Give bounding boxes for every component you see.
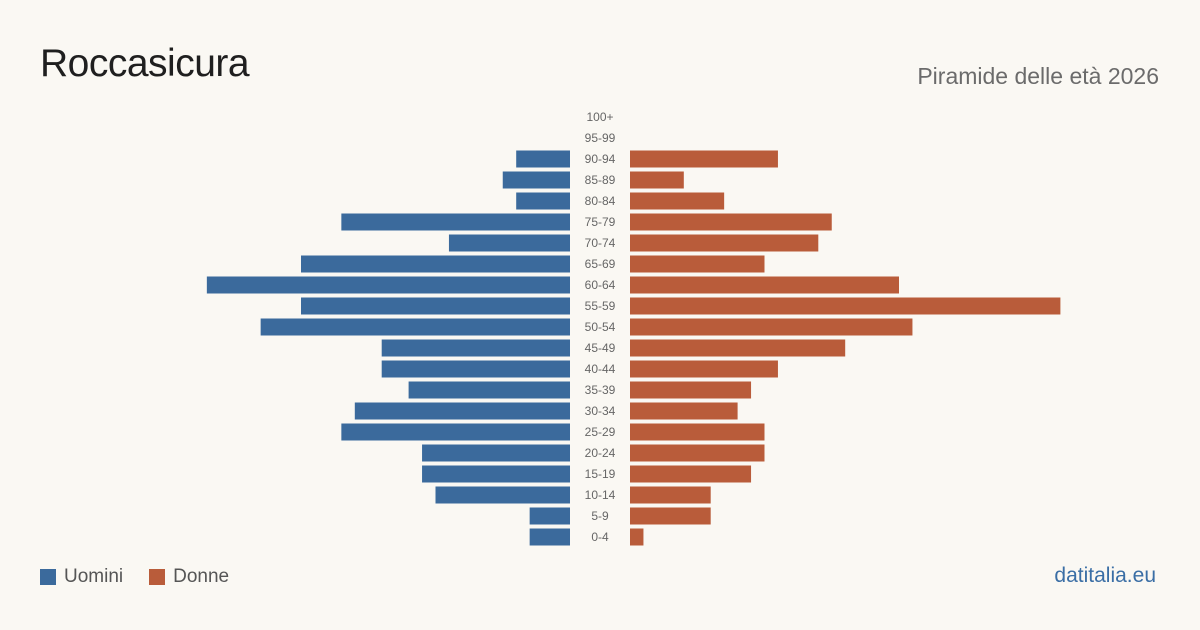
bar-female	[630, 150, 778, 168]
age-label: 45-49	[585, 341, 616, 355]
bar-female	[630, 507, 711, 525]
age-label: 75-79	[585, 215, 616, 229]
age-label: 100+	[586, 110, 613, 124]
bar-male	[341, 213, 570, 231]
bar-female	[630, 528, 644, 546]
age-label: 80-84	[585, 194, 616, 208]
bar-female	[630, 402, 738, 420]
page-title: Roccasicura	[40, 42, 250, 85]
age-label: 90-94	[585, 152, 616, 166]
age-label: 20-24	[585, 446, 616, 460]
bar-male	[408, 381, 570, 399]
legend-item-male: Uomini	[40, 566, 123, 588]
bar-male	[529, 528, 570, 546]
bar-female	[630, 192, 725, 210]
bar-male	[516, 150, 570, 168]
age-label: 65-69	[585, 257, 616, 271]
bar-female	[630, 486, 711, 504]
age-label: 30-34	[585, 404, 616, 418]
bar-female	[630, 234, 819, 252]
bar-male	[422, 444, 570, 462]
bar-male	[422, 465, 570, 483]
bar-male	[502, 171, 570, 189]
bar-female	[630, 255, 765, 273]
bar-female	[630, 297, 1061, 315]
source-link[interactable]: datitalia.eu	[1054, 564, 1156, 587]
bar-female	[630, 444, 765, 462]
bar-male	[301, 255, 570, 273]
bar-female	[630, 276, 899, 294]
legend-label-male: Uomini	[64, 566, 124, 587]
age-label: 5-9	[591, 509, 609, 523]
bar-male	[341, 423, 570, 441]
age-label: 25-29	[585, 425, 616, 439]
bar-male	[435, 486, 570, 504]
age-label: 95-99	[585, 131, 616, 145]
bar-male	[529, 507, 570, 525]
bar-female	[630, 171, 684, 189]
age-label: 35-39	[585, 383, 616, 397]
age-label: 70-74	[585, 236, 616, 250]
age-label: 15-19	[585, 467, 616, 481]
legend-label-female: Donne	[173, 566, 230, 587]
bar-female	[630, 213, 832, 231]
age-label: 55-59	[585, 299, 616, 313]
bar-female	[630, 465, 752, 483]
bar-male	[260, 318, 570, 336]
age-label: 0-4	[591, 530, 609, 544]
chart-subtitle: Piramide delle età 2026	[917, 63, 1159, 89]
bar-female	[630, 360, 778, 378]
age-label: 40-44	[585, 362, 616, 376]
age-label: 85-89	[585, 173, 616, 187]
legend-swatch-female	[149, 569, 166, 585]
age-label: 50-54	[585, 320, 616, 334]
bar-female	[630, 381, 752, 399]
age-label: 60-64	[585, 278, 616, 292]
chart-legend: Uomini Donne	[40, 566, 255, 588]
bar-male	[301, 297, 570, 315]
legend-swatch-male	[40, 569, 56, 585]
legend-item-female: Donne	[149, 566, 229, 588]
bar-male	[516, 192, 570, 210]
bar-female	[630, 423, 765, 441]
bar-male	[381, 360, 570, 378]
bar-male	[448, 234, 570, 252]
bar-male	[206, 276, 570, 294]
age-label: 10-14	[585, 488, 616, 502]
bar-male	[381, 339, 570, 357]
bar-female	[630, 318, 913, 336]
bar-female	[630, 339, 846, 357]
bar-male	[354, 402, 570, 420]
